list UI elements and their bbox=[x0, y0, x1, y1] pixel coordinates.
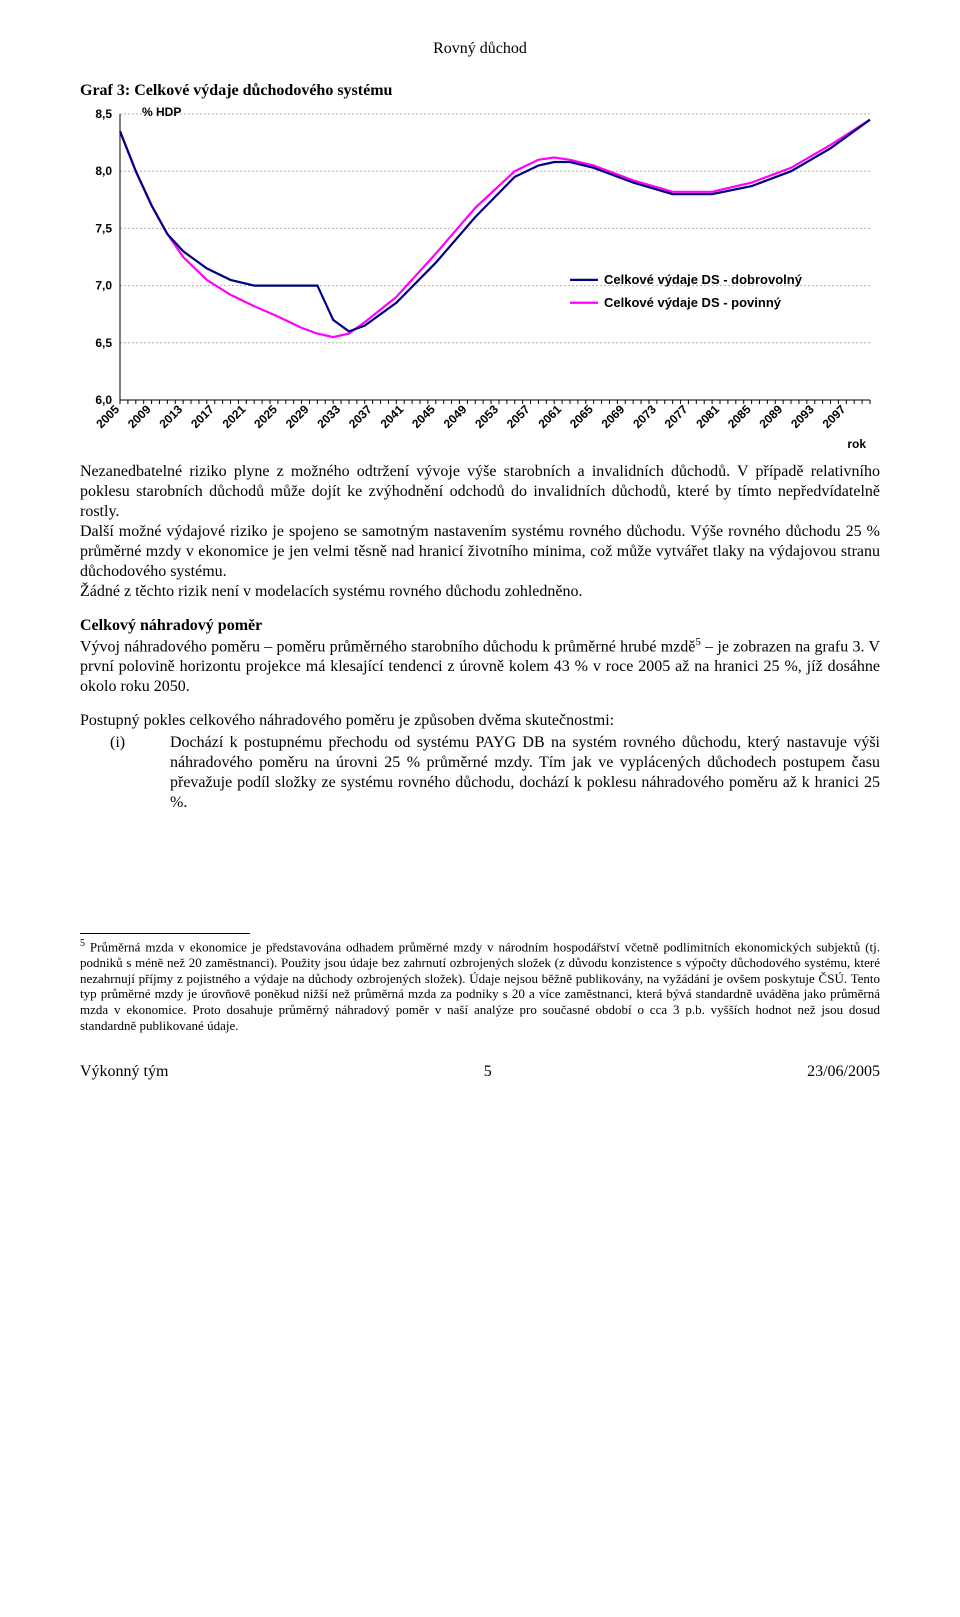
page-footer: Výkonný tým 5 23/06/2005 bbox=[80, 1063, 880, 1081]
footnote-text: Průměrná mzda v ekonomice je představová… bbox=[80, 940, 880, 1033]
section-heading: Celkový náhradový poměr bbox=[80, 616, 880, 636]
svg-text:8,5: 8,5 bbox=[95, 107, 112, 121]
paragraph-4: Vývoj náhradového poměru – poměru průměr… bbox=[80, 636, 880, 697]
footnote-5: 5 Průměrná mzda v ekonomice je představo… bbox=[80, 938, 880, 1033]
paragraph-3: Žádné z těchto rizik není v modelacích s… bbox=[80, 582, 880, 602]
page: Rovný důchod Graf 3: Celkové výdaje důch… bbox=[0, 0, 960, 1111]
footnote-separator bbox=[80, 933, 250, 934]
body-text: Nezanedbatelné riziko plyne z možného od… bbox=[80, 462, 880, 813]
ordered-item: (i) Dochází k postupnému přechodu od sys… bbox=[80, 733, 880, 813]
footer-center: 5 bbox=[484, 1063, 492, 1081]
item-marker: (i) bbox=[80, 733, 170, 813]
svg-text:Celkové výdaje DS - dobrovolný: Celkové výdaje DS - dobrovolný bbox=[604, 272, 803, 287]
footer-left: Výkonný tým bbox=[80, 1063, 168, 1081]
page-header-title: Rovný důchod bbox=[80, 40, 880, 58]
footer-right: 23/06/2005 bbox=[807, 1063, 880, 1081]
svg-text:Celkové výdaje DS - povinný: Celkové výdaje DS - povinný bbox=[604, 295, 782, 310]
svg-text:8,0: 8,0 bbox=[95, 164, 112, 178]
paragraph-5: Postupný pokles celkového náhradového po… bbox=[80, 711, 880, 731]
item-content: Dochází k postupnému přechodu od systému… bbox=[170, 733, 880, 813]
paragraph-2: Další možné výdajové riziko je spojeno s… bbox=[80, 522, 880, 582]
chart-title: Graf 3: Celkové výdaje důchodového systé… bbox=[80, 82, 880, 100]
svg-text:7,0: 7,0 bbox=[95, 279, 112, 293]
paragraph-4a: Vývoj náhradového poměru – poměru průměr… bbox=[80, 638, 695, 655]
paragraph-1: Nezanedbatelné riziko plyne z možného od… bbox=[80, 462, 880, 522]
svg-text:rok: rok bbox=[847, 437, 866, 451]
chart-container: 8,58,07,57,06,56,0% HDP20052009201320172… bbox=[80, 106, 880, 456]
svg-text:% HDP: % HDP bbox=[142, 106, 181, 119]
svg-text:7,5: 7,5 bbox=[95, 221, 112, 235]
line-chart: 8,58,07,57,06,56,0% HDP20052009201320172… bbox=[80, 106, 880, 456]
svg-text:6,5: 6,5 bbox=[95, 336, 112, 350]
